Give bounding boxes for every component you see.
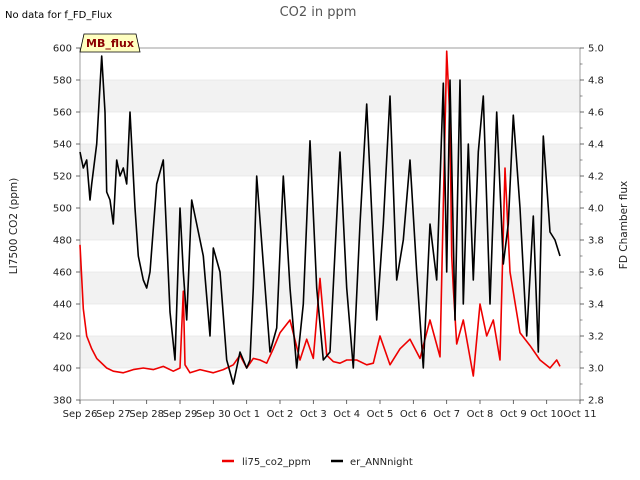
y2-tick-label-7: 4.2 [588,172,604,183]
grid-band [80,80,580,112]
x-tick-label-sep-26: Sep 26 [63,409,98,420]
chart-title: CO2 in ppm [280,5,357,20]
y2-tick-label-0: 2.8 [588,396,604,407]
x-tick-label-oct-4: Oct 4 [333,409,360,420]
y2-tick-label-4: 3.6 [588,268,604,279]
y2-tick-label-3: 3.4 [588,300,604,311]
y2-tick-label-9: 4.6 [588,108,604,119]
badge-box [79,33,141,53]
y-tick-label-420: 420 [53,332,72,343]
series-line-er-annnight [79,55,561,385]
y-axis-title: LI7500 CO2 (ppm) [8,178,20,274]
grid-band [80,208,580,240]
x-tick-label-sep-27: Sep 27 [96,409,131,420]
x-tick-label-oct-5: Oct 5 [367,409,394,420]
legend: li75_co2_ppm er_ANNnight [222,457,413,468]
y-tick-label-480: 480 [53,236,72,247]
right-axis-ticks: 2.8 3.0 3.2 3.4 3.6 3.8 4.0 4.2 4.4 4.6 4.8 5.0 [580,44,604,407]
y-tick-label-440: 440 [53,300,72,311]
legend-item-ann: er_ANNnight [331,457,413,468]
y2-tick-label-5: 3.8 [588,236,604,247]
grid-band [80,272,580,304]
x-tick-label-sep-30: Sep 30 [196,409,231,420]
y-tick-label-520: 520 [53,172,72,183]
y-tick-label-500: 500 [53,204,72,215]
series-line-li75-co2-ppm [79,50,561,377]
y-tick-label-380: 380 [53,396,72,407]
x-tick-label-sep-28: Sep 28 [129,409,164,420]
y-tick-label-560: 560 [53,108,72,119]
x-tick-label-oct-1: Oct 1 [233,409,260,420]
x-tick-label-oct-9: Oct 9 [500,409,527,420]
y2-tick-label-10: 4.8 [588,76,604,87]
y-tick-label-580: 580 [53,76,72,87]
x-tick-label-sep-29: Sep 29 [163,409,198,420]
mb-flux-badge: MB_flux [79,33,141,53]
y2-tick-label-6: 4.0 [588,204,604,215]
y-tick-label-600: 600 [53,44,72,55]
legend-item-li75: li75_co2_ppm [222,457,311,468]
y2-axis-title: FD Chamber flux [618,181,630,269]
x-tick-label-oct-10: Oct 10 [530,409,563,420]
x-tick-label-oct-11: Oct 11 [563,409,596,420]
legend-label-li75: li75_co2_ppm [242,457,311,468]
y2-tick-label-11: 5.0 [588,44,604,55]
y2-tick-label-2: 3.2 [588,332,604,343]
badge-label: MB_flux [86,37,134,50]
x-tick-label-oct-2: Oct 2 [267,409,294,420]
y2-tick-label-8: 4.4 [588,140,604,151]
x-tick-label-oct-8: Oct 8 [467,409,494,420]
legend-label-ann: er_ANNnight [350,457,413,468]
series-layer [79,50,561,385]
y-tick-label-400: 400 [53,364,72,375]
no-data-note: No data for f_FD_Flux [5,10,112,21]
x-tick-label-oct-3: Oct 3 [300,409,327,420]
y-tick-label-540: 540 [53,140,72,151]
y2-tick-label-1: 3.0 [588,364,604,375]
x-tick-label-oct-6: Oct 6 [400,409,427,420]
y-tick-label-460: 460 [53,268,72,279]
x-tick-label-oct-7: Oct 7 [433,409,460,420]
left-axis-ticks: 380 400 420 440 460 480 500 520 540 560 580 600 [53,44,80,407]
